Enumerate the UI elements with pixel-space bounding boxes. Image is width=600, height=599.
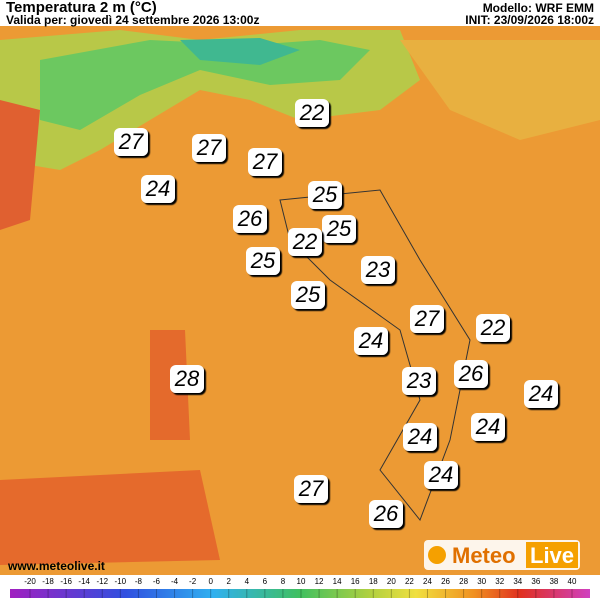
logo-meteo: Meteo bbox=[452, 543, 516, 568]
colorbar-tick-label: 22 bbox=[405, 577, 414, 586]
label-box bbox=[291, 281, 325, 309]
label-box bbox=[471, 413, 505, 441]
colorbar-tick-label: 16 bbox=[351, 577, 360, 586]
warm-area bbox=[0, 100, 40, 230]
city-temperature: 27 bbox=[196, 135, 222, 160]
coastline bbox=[279, 189, 471, 521]
label-box bbox=[295, 99, 329, 127]
label-box bbox=[403, 423, 437, 451]
label-box bbox=[233, 205, 267, 233]
colorbar-tick-label: -4 bbox=[171, 577, 179, 586]
city-temperature: 24 bbox=[407, 424, 432, 449]
city-temperature: 26 bbox=[237, 206, 263, 231]
colorbar-tick-label: 32 bbox=[495, 577, 504, 586]
africa-warm bbox=[0, 470, 220, 565]
colorbar-tick-label: 6 bbox=[263, 577, 268, 586]
city-temperature: 25 bbox=[312, 182, 338, 207]
label-box bbox=[424, 461, 458, 489]
colorbar-tick-label: -14 bbox=[78, 577, 90, 586]
alps-area bbox=[40, 40, 370, 130]
colorbar-tick-label: 4 bbox=[245, 577, 250, 586]
colorbar-tick-label: 24 bbox=[423, 577, 432, 586]
logo-live-bg bbox=[526, 542, 578, 568]
label-box bbox=[524, 380, 558, 408]
colorbar-tick-label: -16 bbox=[60, 577, 72, 586]
east-area bbox=[400, 40, 600, 140]
label-box bbox=[322, 215, 356, 243]
city-temperature: 24 bbox=[528, 381, 553, 406]
colorbar bbox=[10, 589, 590, 598]
colorbar-tick-label: 34 bbox=[513, 577, 522, 586]
valid-time: Valida per: giovedì 24 settembre 2026 13… bbox=[6, 13, 259, 27]
label-box bbox=[288, 228, 322, 256]
label-box bbox=[246, 247, 280, 275]
colorbar-tick-label: -12 bbox=[96, 577, 108, 586]
label-box bbox=[170, 365, 204, 393]
label-box bbox=[308, 181, 342, 209]
colorbar-tick-label: 40 bbox=[568, 577, 577, 586]
colorbar-tick-label: -8 bbox=[135, 577, 143, 586]
colorbar-tick-label: -18 bbox=[42, 577, 54, 586]
colorbar-tick-label: 36 bbox=[531, 577, 540, 586]
city-temperature: 24 bbox=[428, 462, 453, 487]
city-temperature: 22 bbox=[480, 315, 505, 340]
colorbar-tick-label: 30 bbox=[477, 577, 486, 586]
label-box bbox=[454, 360, 488, 388]
website: www.meteolive.it bbox=[7, 559, 105, 573]
colorbar-tick-label: 2 bbox=[227, 577, 232, 586]
colorbar-tick-label: 20 bbox=[387, 577, 396, 586]
city-temperature: 24 bbox=[145, 176, 170, 201]
colorbar-tick-label: 8 bbox=[281, 577, 286, 586]
label-box bbox=[294, 475, 328, 503]
logo-sun bbox=[428, 546, 446, 564]
label-box bbox=[402, 367, 436, 395]
colorbar-tick-label: -20 bbox=[24, 577, 36, 586]
colorbar-tick-label: 14 bbox=[333, 577, 342, 586]
city-temperature: 27 bbox=[298, 476, 324, 501]
label-box bbox=[248, 148, 282, 176]
colorbar-tick-label: 10 bbox=[297, 577, 306, 586]
label-box bbox=[410, 305, 444, 333]
colorbar-ticks: -20 -18 -16 -14 -12 -10 -8 -6 -4 -2 0 2 4 6 8 10 12 14 16 1… bbox=[24, 577, 577, 598]
city-temperature: 23 bbox=[365, 257, 391, 282]
city-temperature: 24 bbox=[358, 328, 383, 353]
city-temperature: 25 bbox=[326, 216, 352, 241]
city-temperature: 26 bbox=[458, 361, 484, 386]
label-box bbox=[369, 500, 403, 528]
colorbar-tick-label: 0 bbox=[208, 577, 213, 586]
model: Modello: WRF EMM bbox=[483, 1, 594, 15]
city-temperature: 26 bbox=[373, 501, 399, 526]
label-box bbox=[361, 256, 395, 284]
colorbar-tick-label: 28 bbox=[459, 577, 468, 586]
colorbar-tick-label: 26 bbox=[441, 577, 450, 586]
label-box bbox=[354, 327, 388, 355]
city-temperature: 22 bbox=[299, 100, 324, 125]
city-temperature: 27 bbox=[414, 306, 440, 331]
city-temperature: 25 bbox=[295, 282, 321, 307]
city-temperature: 27 bbox=[118, 129, 144, 154]
label-box bbox=[114, 128, 148, 156]
alps-cold bbox=[180, 38, 300, 65]
header-band bbox=[0, 0, 600, 26]
city-temperature: 23 bbox=[406, 368, 432, 393]
city-temperature: 22 bbox=[292, 229, 317, 254]
city-temperature: 24 bbox=[475, 414, 500, 439]
label-box bbox=[141, 175, 175, 203]
logo-live: Live bbox=[530, 543, 574, 568]
city-temperature: 27 bbox=[252, 149, 278, 174]
colorbar-tick-label: -6 bbox=[153, 577, 161, 586]
colorbar-tick-label: 38 bbox=[549, 577, 558, 586]
city-temperature: 28 bbox=[174, 366, 200, 391]
title: Temperatura 2 m (°C) bbox=[6, 0, 157, 16]
city-temperature: 25 bbox=[250, 248, 276, 273]
init-time: INIT: 23/09/2026 18:00z bbox=[465, 13, 594, 27]
label-box bbox=[476, 314, 510, 342]
colorbar-tick-label: 12 bbox=[315, 577, 324, 586]
colorbar-tick-label: 18 bbox=[369, 577, 378, 586]
colorbar-tick-label: -10 bbox=[115, 577, 127, 586]
label-box bbox=[192, 134, 226, 162]
colorbar-tick-label: -2 bbox=[189, 577, 197, 586]
